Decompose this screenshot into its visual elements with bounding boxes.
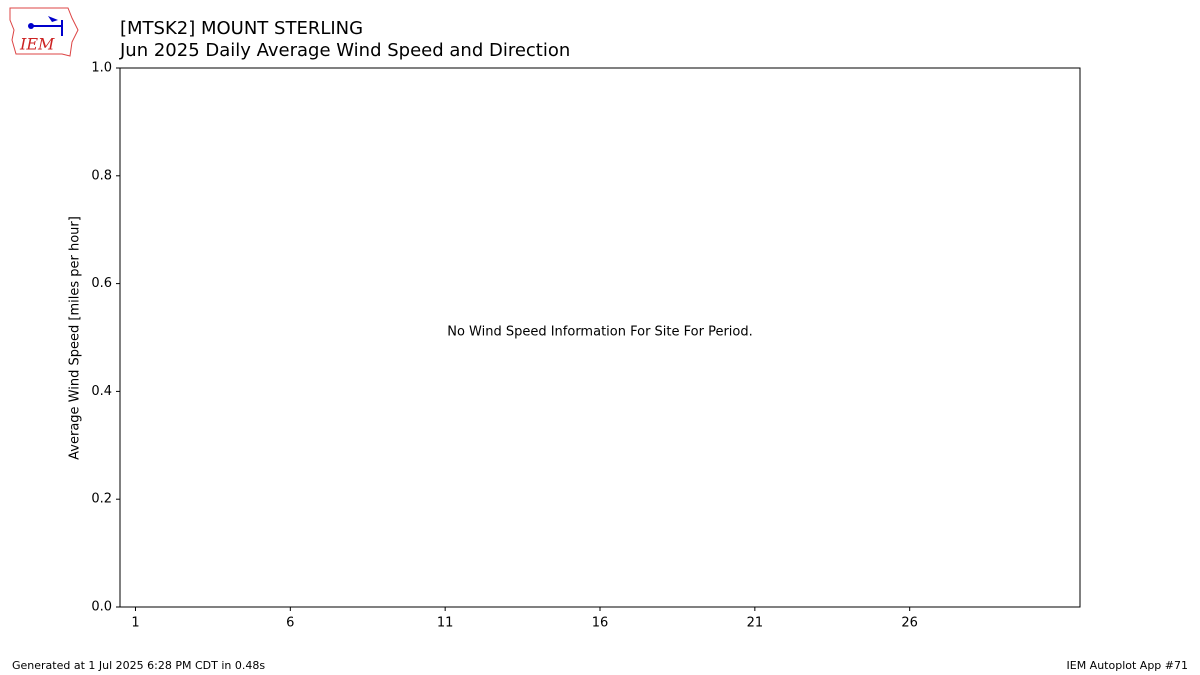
y-tick-label: 0.2	[91, 492, 112, 507]
x-tick-label: 1	[131, 616, 139, 631]
x-tick-label: 6	[286, 616, 294, 631]
x-tick-label: 16	[592, 616, 609, 631]
x-tick-label: 11	[437, 616, 454, 631]
x-tick-label: 26	[901, 616, 918, 631]
y-tick-label: 1.0	[91, 61, 112, 76]
y-axis-label: Average Wind Speed [miles per hour]	[68, 216, 83, 460]
annotation: No Wind Speed Information For Site For P…	[447, 325, 753, 340]
x-tick-label: 21	[747, 616, 764, 631]
chart-subtitle: Jun 2025 Daily Average Wind Speed and Di…	[119, 40, 570, 61]
y-tick-label: 0.6	[91, 276, 112, 291]
logo: IEM	[9, 7, 79, 57]
y-tick-label: 0.0	[91, 600, 112, 615]
footer-right: IEM Autoplot App #71	[1067, 659, 1189, 672]
y-tick-label: 0.8	[91, 168, 112, 183]
chart-title: [MTSK2] MOUNT STERLING	[120, 18, 363, 39]
y-tick-label: 0.4	[91, 384, 112, 399]
logo-text: IEM	[19, 35, 55, 54]
footer-left: Generated at 1 Jul 2025 6:28 PM CDT in 0…	[12, 659, 265, 672]
